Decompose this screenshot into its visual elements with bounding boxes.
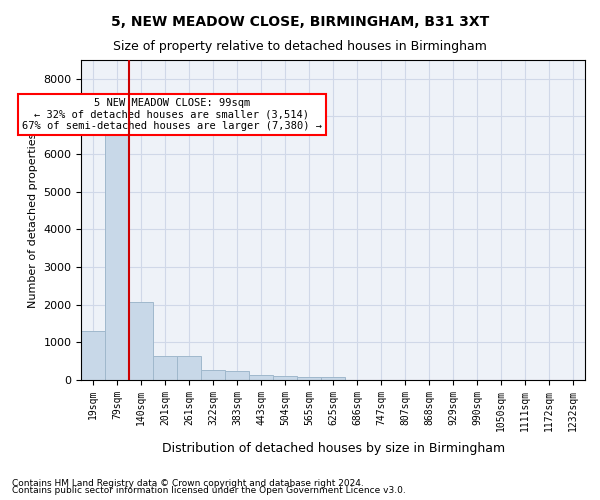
Y-axis label: Number of detached properties: Number of detached properties (28, 132, 38, 308)
Text: Size of property relative to detached houses in Birmingham: Size of property relative to detached ho… (113, 40, 487, 53)
Text: Contains HM Land Registry data © Crown copyright and database right 2024.: Contains HM Land Registry data © Crown c… (12, 478, 364, 488)
Bar (105, 134, 129, 380)
Text: Contains public sector information licensed under the Open Government Licence v3: Contains public sector information licen… (12, 486, 406, 495)
Bar (153, 356, 177, 380)
Text: 5 NEW MEADOW CLOSE: 99sqm
← 32% of detached houses are smaller (3,514)
67% of se: 5 NEW MEADOW CLOSE: 99sqm ← 32% of detac… (22, 98, 322, 131)
Bar (177, 356, 201, 380)
Bar (297, 377, 321, 380)
Bar (225, 371, 249, 380)
X-axis label: Distribution of detached houses by size in Birmingham: Distribution of detached houses by size … (161, 442, 505, 455)
Bar (273, 376, 297, 380)
Bar (82, 331, 105, 380)
Bar (321, 377, 345, 380)
Bar (201, 370, 225, 380)
Text: 5, NEW MEADOW CLOSE, BIRMINGHAM, B31 3XT: 5, NEW MEADOW CLOSE, BIRMINGHAM, B31 3XT (111, 15, 489, 29)
Bar (129, 302, 153, 380)
Bar (249, 375, 273, 380)
